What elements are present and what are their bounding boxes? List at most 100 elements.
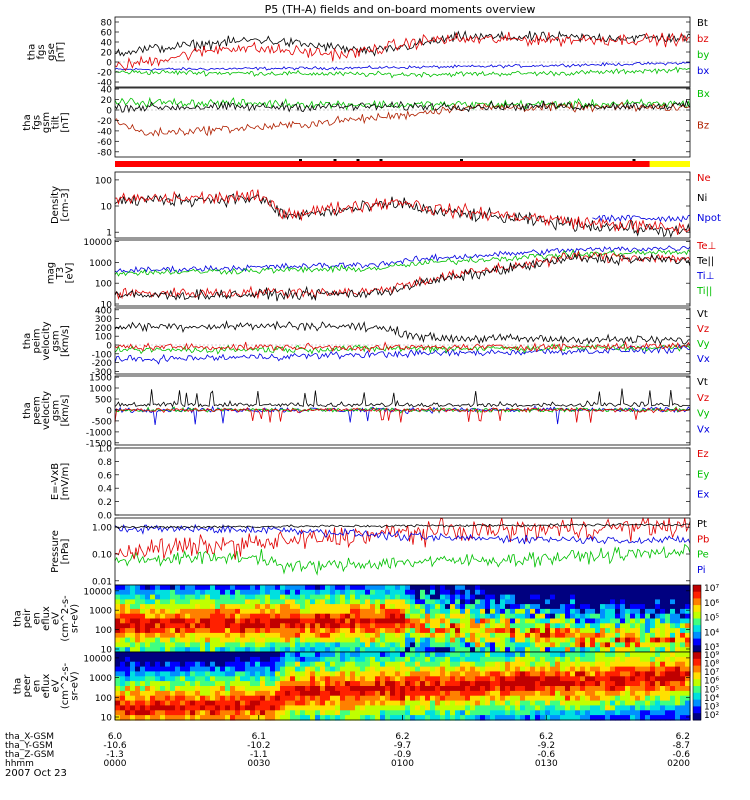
spectrogram-cell	[395, 628, 401, 634]
spectrogram-cell	[410, 585, 416, 591]
spectrogram-cell	[435, 599, 441, 605]
spectrogram-cell	[160, 690, 166, 697]
spectrogram-cell	[520, 661, 526, 668]
spectrogram-cell	[550, 642, 556, 648]
spectrogram-cell	[395, 623, 401, 629]
spectrogram-cell	[470, 652, 476, 658]
spectrogram-cell	[565, 671, 571, 677]
spectrogram-cell	[135, 666, 141, 673]
spectrogram-cell	[340, 604, 346, 610]
spectrogram-cell	[140, 656, 146, 663]
mode-bar-slow	[649, 161, 690, 167]
spectrogram-cell	[545, 613, 551, 620]
spectrogram-cell	[190, 666, 196, 673]
spectrogram-cell	[640, 652, 646, 658]
spectrogram-cell	[180, 695, 186, 702]
spectrogram-cell	[395, 608, 401, 615]
spectrogram-cell	[340, 705, 346, 711]
spectrogram-cell	[185, 666, 191, 673]
y-axis-label-line: en	[32, 612, 43, 625]
spectrogram-cell	[160, 686, 166, 692]
spectrogram-cell	[575, 608, 581, 615]
spectrogram-cell	[540, 710, 546, 716]
spectrogram-cell	[125, 585, 131, 591]
spectrogram-cell	[280, 642, 286, 648]
spectrogram-cell	[380, 604, 386, 610]
spectrogram-cell	[515, 642, 521, 648]
spectrogram-cell	[345, 604, 351, 610]
spectrogram-cell	[245, 618, 251, 624]
spectrogram-cell	[540, 585, 546, 591]
spectrogram-cell	[155, 604, 161, 610]
spectrogram-cell	[645, 690, 651, 697]
spectrogram-cell	[490, 705, 496, 711]
spectrogram-cell	[425, 623, 431, 629]
spectrogram-cell	[645, 676, 651, 682]
spectrogram-cell	[485, 661, 491, 668]
spectrogram-cell	[145, 656, 151, 663]
spectrogram-cell	[205, 652, 211, 658]
spectrogram-cell	[385, 618, 391, 624]
spectrogram-cell	[295, 647, 301, 653]
spectrogram-cell	[400, 604, 406, 610]
spectrogram-cell	[540, 594, 546, 600]
spectrogram-cell	[535, 666, 541, 673]
spectrogram-cell	[560, 681, 566, 687]
spectrogram-cell	[670, 690, 676, 697]
spectrogram-cell	[565, 652, 571, 658]
spectrogram-cell	[435, 628, 441, 634]
spectrogram-cell	[610, 661, 616, 668]
spectrogram-cell	[480, 656, 486, 663]
spectrogram-cell	[420, 695, 426, 702]
spectrogram-cell	[280, 700, 286, 707]
spectrogram-cell	[225, 608, 231, 615]
spectrogram-cell	[590, 637, 596, 643]
spectrogram-cell	[500, 623, 506, 629]
spectrogram-cell	[370, 700, 376, 707]
spectrogram-cell	[370, 710, 376, 716]
spectrogram-cell	[500, 700, 506, 707]
spectrogram-cell	[375, 637, 381, 643]
spectrogram-cell	[485, 642, 491, 648]
spectrogram-cell	[290, 661, 296, 668]
y-tick-label: 10	[101, 301, 113, 311]
spectrogram-cell	[240, 705, 246, 711]
spectrogram-cell	[200, 666, 206, 673]
spectrogram-cell	[630, 681, 636, 687]
spectrogram-cell	[195, 695, 201, 702]
spectrogram-cell	[435, 710, 441, 716]
spectrogram-cell	[645, 652, 651, 658]
spectrogram-cell	[525, 661, 531, 668]
spectrogram-cell	[230, 637, 236, 643]
spectrogram-cell	[115, 715, 121, 721]
spectrogram-cell	[600, 628, 606, 634]
spectrogram-cell	[435, 681, 441, 687]
spectrogram-cell	[635, 623, 641, 629]
spectrogram-cell	[120, 671, 126, 677]
y-axis-label-line: [km/s]	[60, 325, 71, 357]
spectrogram-cell	[235, 613, 241, 620]
spectrogram-cell	[480, 686, 486, 692]
spectrogram-cell	[295, 666, 301, 673]
spectrogram-cell	[565, 700, 571, 707]
spectrogram-cell	[115, 700, 121, 707]
ephemeris-value: -8.7	[672, 741, 690, 751]
spectrogram-cell	[610, 647, 616, 653]
spectrogram-cell	[420, 623, 426, 629]
spectrogram-cell	[370, 671, 376, 677]
spectrogram-cell	[665, 652, 671, 658]
spectrogram-cell	[620, 676, 626, 682]
spectrogram-cell	[385, 608, 391, 615]
spectrogram-cell	[340, 695, 346, 702]
spectrogram-cell	[565, 647, 571, 653]
spectrogram-cell	[655, 656, 661, 663]
spectrogram-cell	[325, 715, 331, 721]
spectrogram-cell	[355, 647, 361, 653]
spectrogram-cell	[245, 671, 251, 677]
legend-Pi: Pi	[697, 565, 706, 576]
spectrogram-cell	[125, 594, 131, 600]
spectrogram-cell	[555, 637, 561, 643]
y-axis-label-line: tha	[13, 610, 24, 626]
spectrogram-cell	[400, 613, 406, 620]
y-tick-label: 100	[95, 176, 112, 186]
